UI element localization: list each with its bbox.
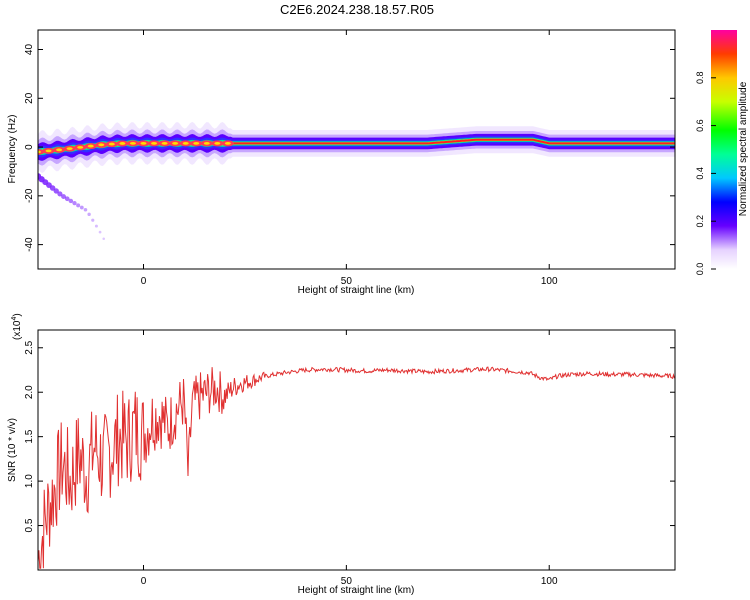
spectrogram-frame xyxy=(37,29,676,270)
colorbar-tick-label: 0.6 xyxy=(695,119,705,132)
spectrogram-peak-blob-center xyxy=(140,142,147,145)
spectrogram-peak-blob-center xyxy=(129,142,136,145)
spectrogram-peak-blob-center xyxy=(77,145,84,149)
snr-y-tick-label: 0.5 xyxy=(24,518,35,532)
spectrogram-peak-blob-center xyxy=(98,143,105,147)
snr-x-tick-label: 0 xyxy=(141,576,147,587)
snr-plot-area xyxy=(38,330,675,570)
colorbar-label: Normalized spectral amplitude xyxy=(738,81,749,216)
spectrogram-branch-dot xyxy=(49,185,56,191)
spectrogram-branch-dot xyxy=(83,207,88,212)
spectrogram-branch-dot xyxy=(64,196,70,202)
snr-multiplier-base: (x10 xyxy=(12,320,23,340)
spectrogram-branch-dot xyxy=(87,212,91,217)
snr-axes: 0 50 100 0.5 1.0 1.5 2.0 2.5 xyxy=(24,330,675,587)
chart-title: C2E6.2024.238.18.57.R05 xyxy=(280,2,434,17)
snr-multiplier-exponent: 4 xyxy=(11,317,18,321)
snr-multiplier-label: (x104) xyxy=(11,313,23,340)
snr-series-line xyxy=(38,366,675,569)
spectrogram-peak-blob-center xyxy=(214,142,221,145)
snr-y-tick-label: 2.5 xyxy=(24,340,35,354)
spectrogram-heatmap xyxy=(38,121,675,241)
colorbar-tick-label: 0.8 xyxy=(695,72,705,85)
spectrogram-y-tick-label: 40 xyxy=(24,44,35,56)
spectrogram-branch-dot xyxy=(76,203,81,208)
spectrogram-branch-dot xyxy=(68,198,74,204)
spectrogram-peak-blob-center xyxy=(119,142,126,145)
colorbar-gradient xyxy=(711,30,737,269)
spectrogram-y-tick-label: 20 xyxy=(24,92,35,104)
spectrogram-x-tick-label: 50 xyxy=(341,276,353,287)
snr-frame xyxy=(37,329,676,571)
spectrogram-peak-blob-center xyxy=(56,148,63,152)
snr-panel: 0 50 100 0.5 1.0 1.5 2.0 2.5 Height of straight… xyxy=(7,313,676,596)
spectrogram-y-tick-label: 0 xyxy=(24,144,35,150)
spectrogram-peak-core xyxy=(224,138,675,145)
spectrogram-x-tick-label: 100 xyxy=(541,276,558,287)
spectrogram-peak-blob-center xyxy=(66,147,73,151)
colorbar-tick-label: 0.0 xyxy=(695,263,705,276)
colorbar-ticks: 0.0 0.2 0.4 0.6 0.8 xyxy=(695,72,716,276)
spectrogram-peak-blob-center xyxy=(151,142,158,145)
spectrogram-x-axis-label: Height of straight line (km) xyxy=(298,285,415,296)
snr-y-tick-label: 1.5 xyxy=(24,429,35,443)
spectrogram-x-tick-label: 0 xyxy=(141,276,147,287)
spectrogram-branch-dot xyxy=(102,237,105,241)
spectrogram-branch-dot xyxy=(57,191,63,197)
colorbar: 0.0 0.2 0.4 0.6 0.8 Normalized spectral ampl… xyxy=(695,30,749,275)
spectrogram-peak-blob-center xyxy=(182,142,189,145)
spectrogram-peak-blob-center xyxy=(193,142,200,145)
snr-x-tick-label: 100 xyxy=(541,576,558,587)
colorbar-tick-label: 0.2 xyxy=(695,215,705,228)
spectrogram-axes: 0 50 100 -40 -20 0 20 40 xyxy=(24,30,675,287)
spectrogram-y-tick-label: -20 xyxy=(24,188,35,203)
spectrogram-peak-blob-center xyxy=(161,142,168,145)
spectrogram-peak-blob-center xyxy=(172,142,179,145)
spectrogram-peak-blob-center xyxy=(45,149,52,153)
spectrogram-branch-dot xyxy=(79,205,84,210)
spectrogram-peak-blob-center xyxy=(203,142,210,145)
spectrogram-peak-blob-center xyxy=(87,144,94,148)
spectrogram-peak-blob-center xyxy=(38,150,41,154)
spectrogram-branch-dot xyxy=(72,201,77,206)
spectrogram-branch-dot xyxy=(98,230,102,234)
spectrogram-y-axis-label: Frequency (Hz) xyxy=(7,115,18,184)
snr-multiplier-close: ) xyxy=(12,313,23,316)
snr-y-tick-label: 1.0 xyxy=(24,474,35,488)
colorbar-tick-label: 0.4 xyxy=(695,167,705,180)
spectrogram-branch-dot xyxy=(94,224,98,228)
spectrogram-branch-dot xyxy=(91,218,95,222)
spectrogram-peak-blob-center xyxy=(108,142,115,146)
snr-y-tick-label: 2.0 xyxy=(24,385,35,399)
snr-x-tick-label: 50 xyxy=(341,576,353,587)
spectrogram-panel: 0 50 100 -40 -20 0 20 40 Height of straight lin… xyxy=(7,29,676,296)
snr-y-axis-label: SNR (10 * v/v) xyxy=(7,418,18,482)
spectrogram-branch-dot xyxy=(53,188,59,194)
snr-x-axis-label: Height of straight line (km) xyxy=(298,585,415,596)
spectrogram-y-tick-label: -40 xyxy=(24,237,35,252)
spectrogram-peak-blob-center xyxy=(224,142,231,145)
spectrogram-branch-dot xyxy=(61,194,67,200)
